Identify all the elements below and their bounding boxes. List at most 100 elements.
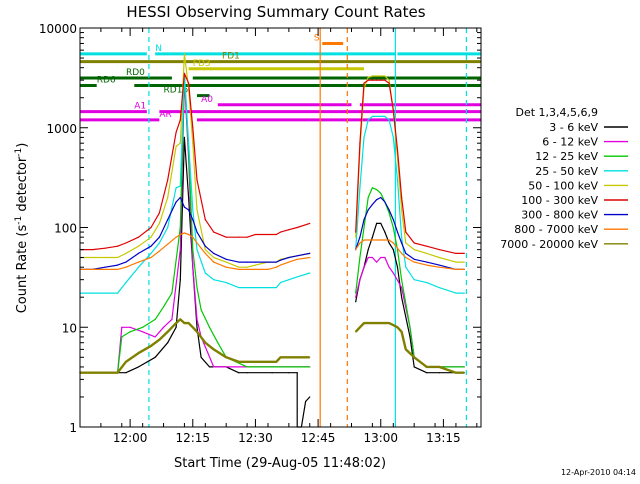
point-7000-20000-kev-1-3 — [104, 372, 106, 374]
point-25-50-kev-1-7 — [150, 252, 152, 254]
point-3-6-kev-2-12 — [401, 296, 403, 298]
point-6-12-kev-1-5 — [142, 331, 144, 333]
point-25-50-kev-1-8 — [158, 242, 160, 244]
point-300-800-kev-2-8 — [384, 201, 386, 203]
point-7000-20000-kev-2-3 — [363, 322, 365, 324]
point-7000-20000-kev-2-2 — [359, 326, 361, 328]
point-25-50-kev-1-2 — [91, 292, 94, 294]
point-3-6-kev-1-6 — [167, 342, 169, 344]
point-3-6-kev-1-17 — [246, 372, 248, 374]
point-6-12-kev-1-15 — [213, 366, 215, 368]
point-800-7000-kev-2-16 — [438, 266, 440, 268]
point-25-50-kev-2-15 — [426, 282, 428, 284]
point-800-7000-kev-1-6 — [137, 261, 140, 263]
point-3-6-kev-1-8 — [179, 279, 181, 281]
point-100-300-kev-1-22 — [267, 233, 269, 236]
point-12-25-kev-1-6 — [154, 318, 156, 320]
point-100-300-kev-1-19 — [238, 236, 240, 238]
point-300-800-kev-1-19 — [238, 261, 240, 263]
point-800-7000-kev-2-11 — [396, 247, 399, 249]
point-300-800-kev-1-14 — [192, 219, 194, 221]
chart-title: HESSI Observing Summary Count Rates — [126, 3, 425, 21]
point-3-6-kev-2-9 — [388, 242, 390, 244]
point-6-12-kev-1-4 — [129, 326, 131, 328]
point-50-100-kev-2-12 — [401, 209, 403, 211]
series-25-50-kev-segment-2 — [355, 115, 465, 294]
point-50-100-kev-2-16 — [438, 256, 440, 259]
point-300-800-kev-1-21 — [254, 261, 257, 263]
point-50-100-kev-2-18 — [463, 261, 465, 263]
point-800-7000-kev-1-13 — [188, 233, 190, 236]
y-tick-label: 10 — [62, 321, 77, 335]
point-7000-20000-kev-1-11 — [179, 318, 181, 320]
point-800-7000-kev-2-3 — [363, 239, 365, 241]
point-800-7000-kev-1-12 — [183, 232, 186, 234]
point-7000-20000-kev-2-15 — [426, 366, 428, 368]
point-3-6-kev-1-5 — [154, 356, 156, 358]
point-800-7000-kev-2-12 — [401, 252, 403, 254]
point-6-12-kev-2-1 — [355, 296, 357, 298]
point-7000-20000-kev-1-25 — [288, 356, 290, 358]
point-800-7000-kev-2-7 — [380, 239, 382, 241]
point-800-7000-kev-1-16 — [204, 252, 206, 254]
point-100-300-kev-2-14 — [413, 242, 415, 244]
point-3-6-kev-1-9 — [183, 136, 186, 139]
point-12-25-kev-2-7 — [380, 192, 382, 194]
series-300-800-kev-segment-2 — [355, 196, 465, 270]
point-50-100-kev-1-6 — [137, 245, 140, 247]
point-12-25-kev-2-6 — [375, 188, 378, 191]
point-7000-20000-kev-1-20 — [246, 361, 248, 363]
point-50-100-kev-1-9 — [167, 196, 169, 199]
point-100-300-kev-1-27 — [309, 222, 311, 224]
point-7000-20000-kev-1-12 — [183, 322, 186, 324]
point-800-7000-kev-2-14 — [413, 261, 415, 263]
point-3-6-kev-1-20 — [296, 372, 298, 374]
point-25-50-kev-2-14 — [413, 279, 415, 281]
flag-label-s: S — [314, 33, 320, 43]
point-800-7000-kev-1-5 — [125, 266, 127, 268]
point-800-7000-kev-2-4 — [367, 239, 369, 241]
flag-label-a1: A1 — [134, 102, 146, 112]
point-300-800-kev-1-9 — [167, 219, 169, 221]
point-50-100-kev-1-3 — [104, 256, 106, 259]
point-50-100-kev-1-16 — [204, 249, 206, 251]
point-300-800-kev-2-5 — [371, 203, 373, 206]
point-800-7000-kev-1-25 — [288, 261, 290, 263]
point-12-25-kev-1-12 — [192, 249, 194, 251]
point-25-50-kev-1-6 — [137, 266, 140, 268]
flag-label-rd16: RD16 — [164, 86, 189, 96]
legend-label-7000-20000-kev: 7000 - 20000 keV — [500, 238, 598, 251]
point-100-300-kev-2-9 — [388, 82, 390, 84]
series-100-300-kev-segment-1 — [80, 72, 310, 251]
point-800-7000-kev-1-22 — [267, 268, 269, 271]
point-6-12-kev-2-6 — [375, 261, 378, 263]
point-300-800-kev-1-27 — [309, 252, 311, 254]
point-6-12-kev-2-4 — [367, 256, 369, 259]
point-7000-20000-kev-1-24 — [279, 356, 282, 358]
point-25-50-kev-2-9 — [388, 119, 390, 121]
point-300-800-kev-1-8 — [158, 236, 160, 238]
point-6-12-kev-2-3 — [363, 266, 365, 268]
point-300-800-kev-1-12 — [183, 206, 186, 208]
point-50-100-kev-2-8 — [384, 75, 386, 77]
point-100-300-kev-1-8 — [158, 212, 160, 214]
point-12-25-kev-1-13 — [196, 286, 198, 289]
y-tick-label: 10000 — [39, 22, 77, 36]
x-axis-label: Start Time (29-Aug-05 11:48:02) — [174, 456, 386, 471]
y-tick-label: 1000 — [46, 122, 77, 136]
point-800-7000-kev-1-18 — [225, 266, 227, 268]
point-25-50-kev-1-17 — [213, 279, 215, 281]
point-800-7000-kev-1-19 — [238, 268, 240, 271]
point-50-100-kev-1-17 — [213, 256, 215, 259]
point-25-50-kev-1-18 — [225, 282, 227, 284]
point-3-6-kev-1-23 — [304, 400, 307, 403]
flag-label-fd3: FD3 — [193, 59, 211, 69]
point-800-7000-kev-1-7 — [150, 256, 152, 259]
point-6-12-kev-2-5 — [371, 256, 373, 259]
point-100-300-kev-1-26 — [296, 226, 298, 229]
point-25-50-kev-1-14 — [192, 209, 194, 211]
point-300-800-kev-1-5 — [125, 261, 127, 263]
